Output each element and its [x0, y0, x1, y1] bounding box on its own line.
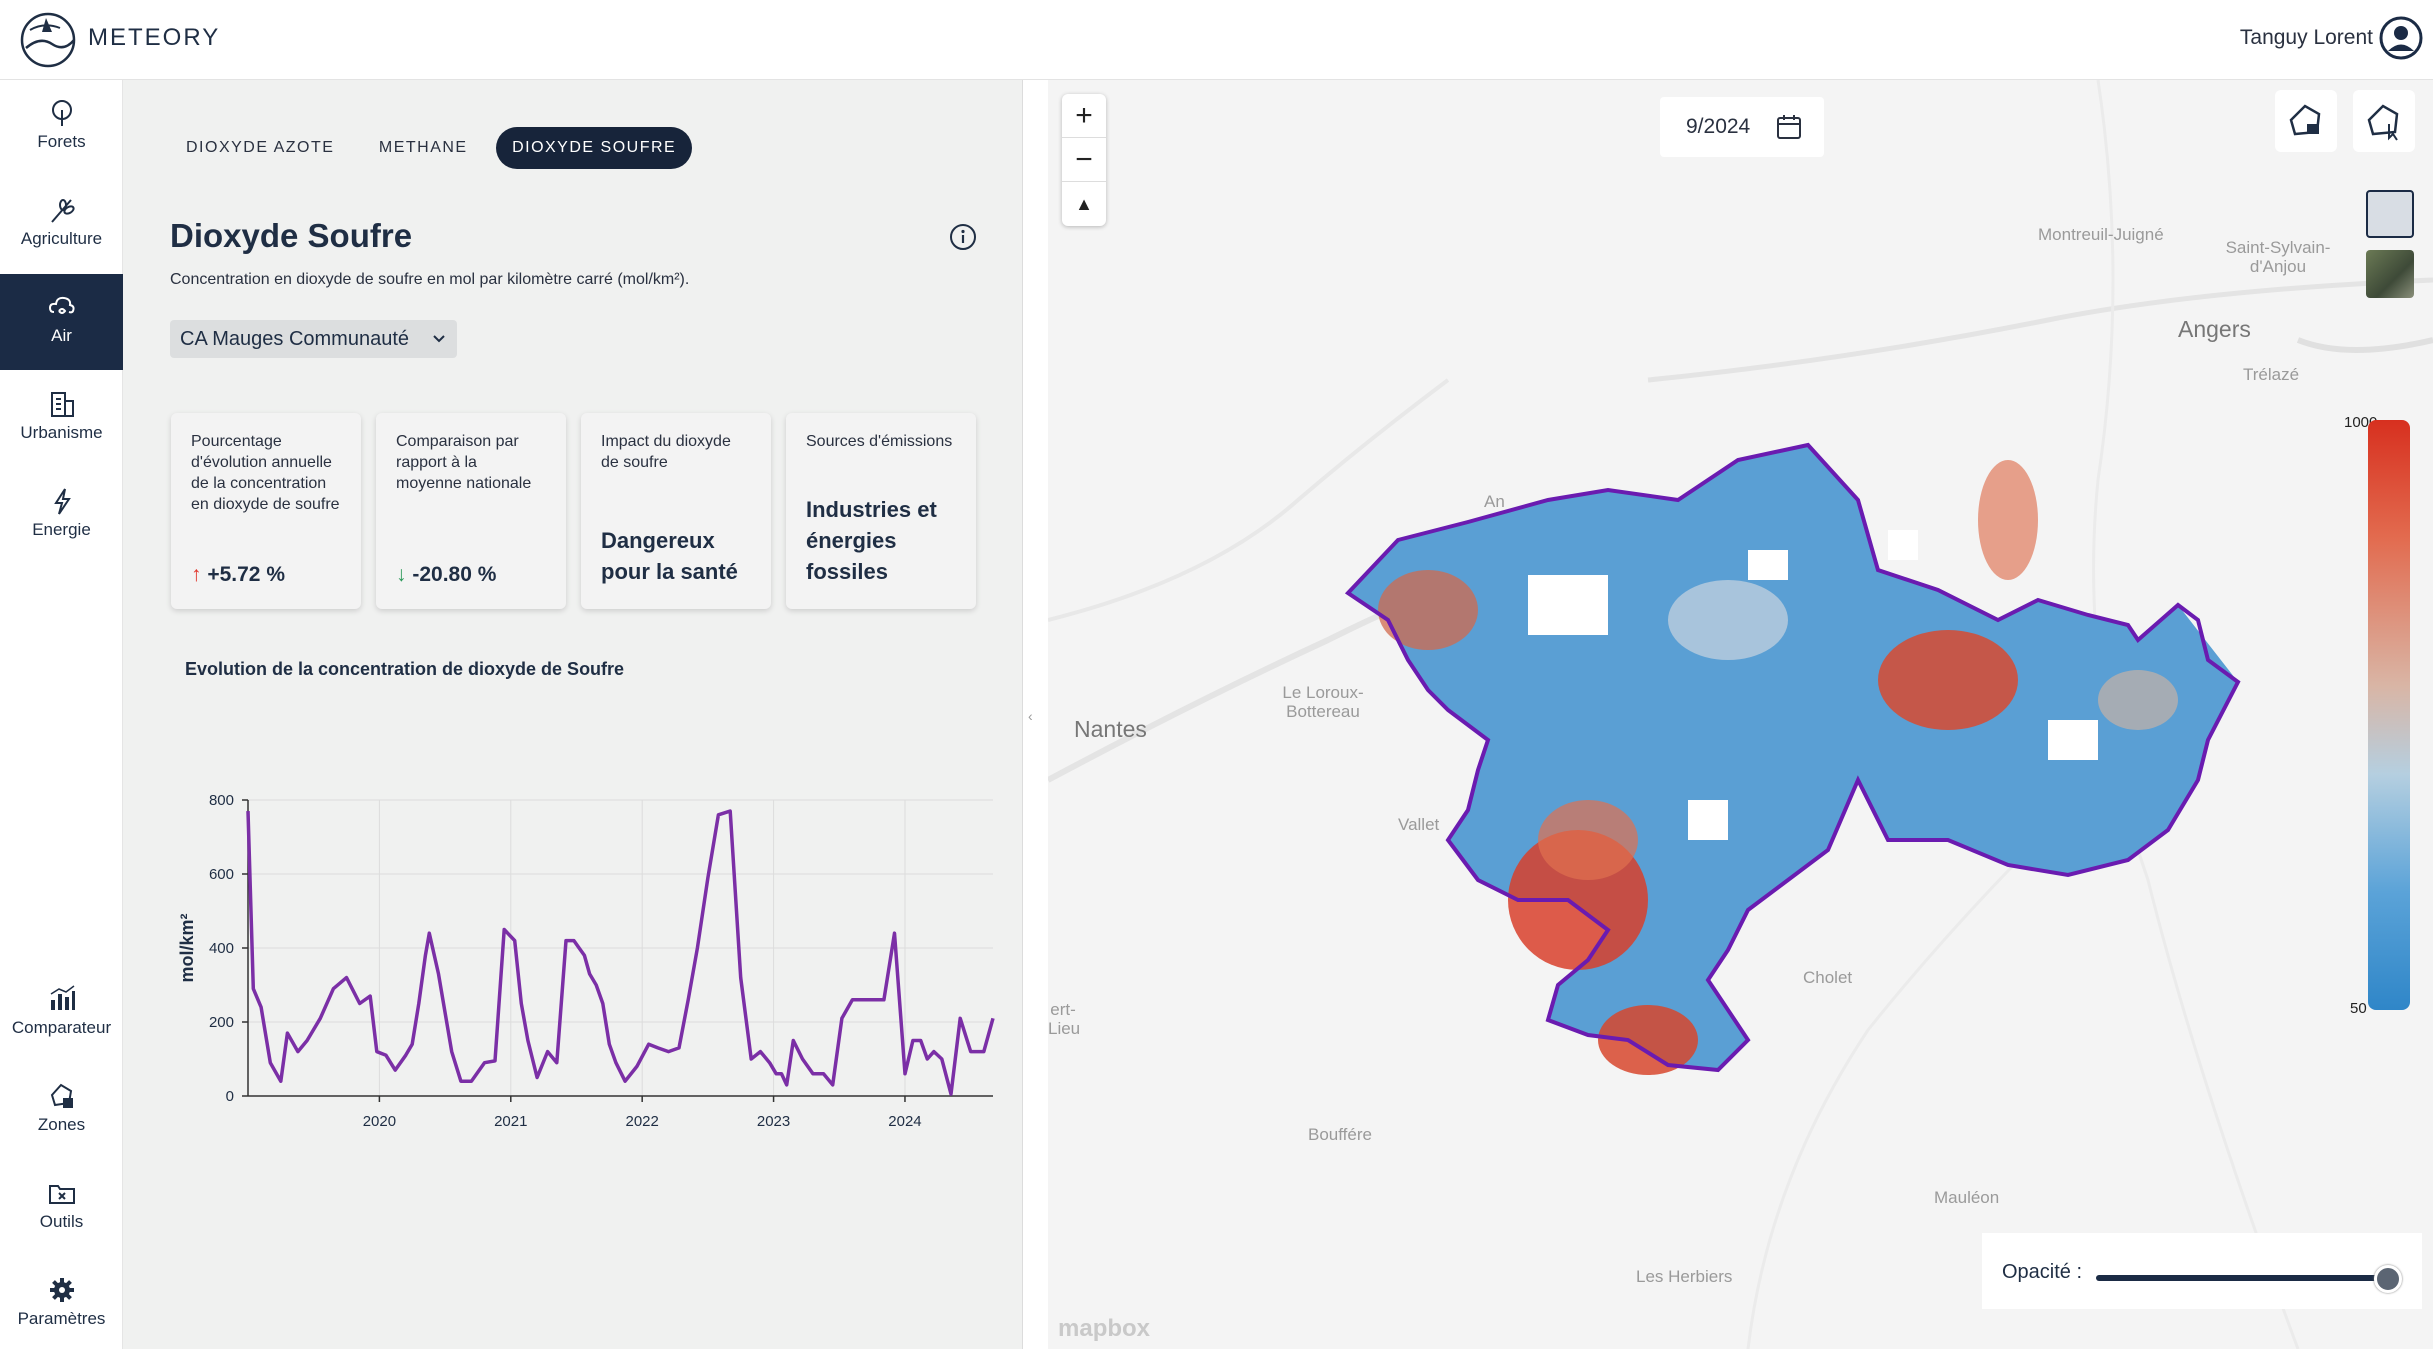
tab-methane[interactable]: METHANE: [378, 139, 468, 156]
opacity-control: Opacité :: [1982, 1233, 2422, 1309]
kpi-label: Sources d'émissions: [806, 433, 953, 450]
kpi-value: ↓ -20.80 %: [396, 563, 497, 586]
kpi-card-impact: Impact du dioxyde de soufre Dangereux po…: [581, 413, 771, 609]
zone-icon: [50, 1083, 73, 1108]
map-label: Cholet: [1803, 968, 1853, 987]
map-label: Angers: [2178, 316, 2251, 342]
date-picker[interactable]: 9/2024: [1660, 97, 1824, 157]
select-zone-button[interactable]: [2353, 90, 2415, 152]
kpi-value: ↑ +5.72 %: [191, 563, 285, 586]
user-name[interactable]: Tanguy Lorent: [2239, 26, 2373, 49]
sidebar-item-outils[interactable]: Outils: [0, 1160, 123, 1256]
tree-icon: [51, 100, 72, 126]
calendar-icon: [1777, 115, 1801, 139]
zone-draw-icon: [2289, 104, 2321, 136]
date-value: 9/2024: [1686, 115, 1751, 138]
tab-dioxyde-soufre[interactable]: DIOXYDE SOUFRE: [496, 127, 693, 169]
legend-min: 50: [2350, 1000, 2367, 1017]
map-label: Vallet: [1398, 815, 1440, 834]
building-icon: [50, 392, 74, 417]
series-line: [246, 809, 995, 1096]
map-label: Trélazé: [2243, 365, 2300, 384]
kpi-label: Comparaison par rapport à la moyenne nat…: [396, 433, 532, 492]
brand-name: METEORY: [88, 24, 221, 51]
kpi-value: Dangereux pour la santé: [601, 528, 738, 584]
kpi-label: Pourcentage d'évolution annuelle de la c…: [191, 433, 340, 513]
zone-select[interactable]: CA Mauges Communauté: [170, 320, 457, 358]
gear-icon: [49, 1278, 74, 1302]
top-bar: METEORY Tanguy Lorent: [0, 0, 2433, 80]
y-axis-label: mol/km²: [177, 913, 197, 982]
arrow-down-icon: ↓: [396, 563, 407, 586]
layer-satellite-thumb[interactable]: [2366, 250, 2414, 298]
map-basemap: [1048, 80, 2433, 1349]
x-tick-label: 2023: [757, 1113, 790, 1130]
air-cloud-icon: [48, 296, 75, 314]
user-avatar-icon[interactable]: [2379, 16, 2423, 60]
zone-select-icon: [2367, 104, 2399, 141]
x-tick-label: 2020: [363, 1113, 396, 1130]
kpi-card-sources: Sources d'émissions Industries et énergi…: [786, 413, 976, 609]
zoom-controls: + − ▲: [1062, 94, 1106, 226]
compass-button[interactable]: ▲: [1075, 194, 1093, 214]
kpi-card-comparaison: Comparaison par rapport à la moyenne nat…: [376, 413, 566, 609]
zone-select-value: CA Mauges Communauté: [180, 328, 410, 350]
info-icon[interactable]: [948, 222, 978, 252]
map-label: Bouffére: [1308, 1125, 1372, 1144]
layer-street-thumb[interactable]: [2366, 190, 2414, 238]
kpi-label: Impact du dioxyde de soufre: [601, 433, 731, 471]
chevron-down-icon: [433, 335, 445, 343]
sidebar: Forets Agriculture Air Urbanisme Energie…: [0, 80, 123, 1349]
pollutant-tabs: DIOXYDE AZOTE METHANE DIOXYDE SOUFRE: [170, 127, 700, 169]
lightning-icon: [53, 488, 71, 515]
zoom-in-button[interactable]: +: [1062, 94, 1106, 138]
sidebar-item-air[interactable]: Air: [0, 274, 123, 370]
draw-zone-button[interactable]: [2275, 90, 2337, 152]
tools-folder-icon: [48, 1185, 75, 1204]
map-label: Le Loroux-Bottereau: [1282, 683, 1364, 721]
chart-title: Evolution de la concentration de dioxyde…: [185, 659, 625, 679]
sidebar-item-zones[interactable]: Zones: [0, 1063, 123, 1159]
map-label: Mauléon: [1934, 1188, 2000, 1207]
legend-color-scale: [2368, 420, 2410, 1010]
sidebar-item-agriculture[interactable]: Agriculture: [0, 177, 123, 273]
mapbox-attribution[interactable]: mapbox: [1058, 1315, 1151, 1342]
page-subtitle: Concentration en dioxyde de soufre en mo…: [170, 271, 690, 288]
map-label: Montreuil-Juigné: [2038, 225, 2164, 244]
arrow-up-icon: ↑: [191, 563, 202, 586]
y-tick-label: 800: [209, 792, 234, 809]
sidebar-item-parametres[interactable]: Paramètres: [0, 1257, 123, 1353]
so2-line-chart: 0 200 400 600 800 2020 2021 2022 2023 2024 mol/km²: [177, 792, 995, 1130]
map-label: An: [1484, 492, 1505, 511]
x-tick-label: 2024: [888, 1113, 921, 1130]
air-panel: DIOXYDE AZOTE METHANE DIOXYDE SOUFRE Dio…: [123, 80, 1023, 1349]
x-tick-label: 2022: [625, 1113, 658, 1130]
map-label: Saint-Sylvain-d'Anjou: [2225, 238, 2331, 276]
tab-dioxyde-azote[interactable]: DIOXYDE AZOTE: [186, 139, 335, 156]
x-tick-label: 2021: [494, 1113, 527, 1130]
map-label: Les Herbiers: [1636, 1267, 1733, 1286]
y-tick-label: 400: [209, 940, 234, 957]
wheat-icon: [50, 199, 75, 223]
page-title: Dioxyde Soufre: [170, 217, 413, 254]
y-tick-label: 0: [226, 1088, 234, 1105]
sidebar-item-comparateur[interactable]: Comparateur: [0, 966, 123, 1062]
opacity-slider-track[interactable]: [2096, 1275, 2386, 1281]
kpi-value: Industries et énergies fossiles: [806, 497, 937, 584]
map-label: ert-Lieu: [1048, 1000, 1081, 1038]
bar-chart-icon: [50, 985, 75, 1010]
opacity-label: Opacité :: [2002, 1261, 2083, 1283]
map-label: Nantes: [1074, 716, 1147, 742]
collapse-panel-icon[interactable]: ‹: [1028, 708, 1033, 724]
sidebar-item-forets[interactable]: Forets: [0, 80, 123, 176]
meteory-logo-icon: [20, 12, 76, 68]
sidebar-item-energie[interactable]: Energie: [0, 468, 123, 564]
opacity-slider-knob[interactable]: [2374, 1265, 2402, 1293]
map[interactable]: Montreuil-Juigné Saint-Sylvain-d'Anjou A…: [1048, 80, 2433, 1349]
zoom-out-button[interactable]: −: [1062, 138, 1106, 182]
sidebar-item-urbanisme[interactable]: Urbanisme: [0, 371, 123, 467]
y-tick-label: 200: [209, 1014, 234, 1031]
kpi-card-evolution: Pourcentage d'évolution annuelle de la c…: [171, 413, 361, 609]
y-tick-label: 600: [209, 866, 234, 883]
